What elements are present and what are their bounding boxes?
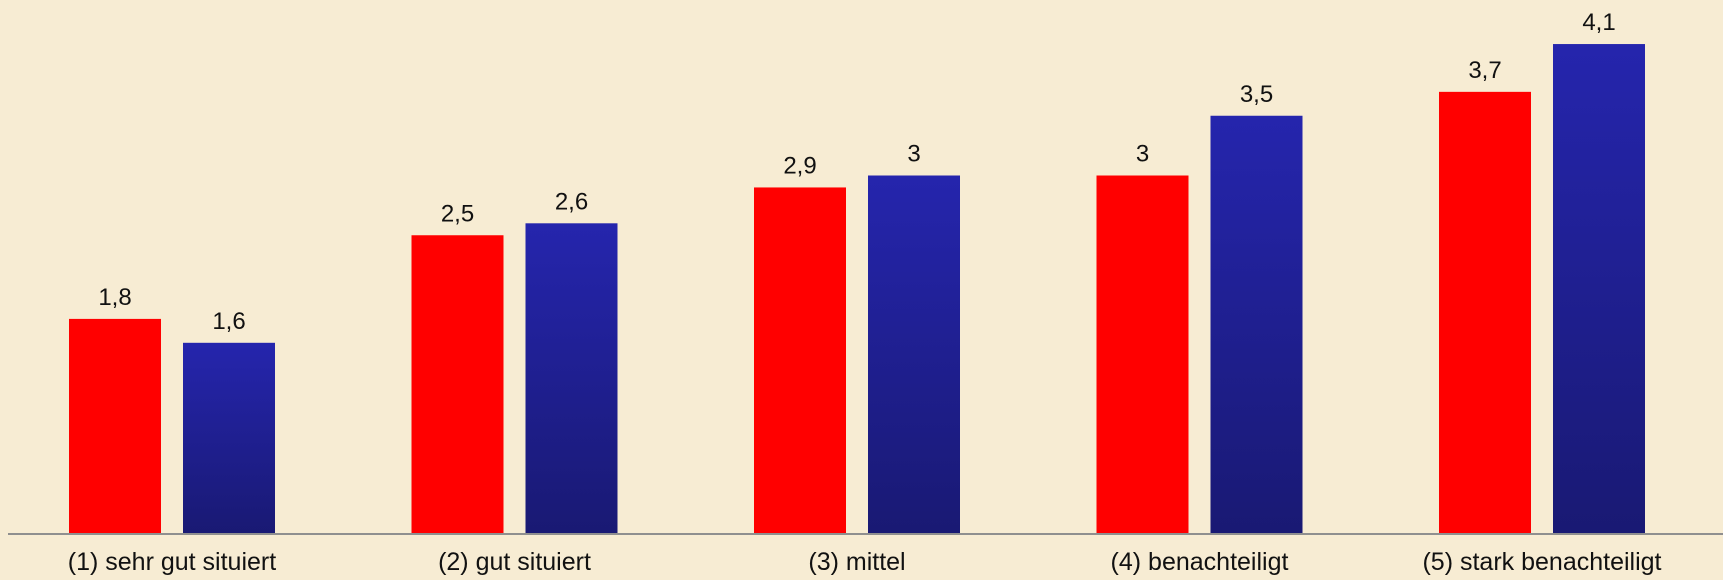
data-label-series2-3: 3 <box>907 141 920 168</box>
data-label-series1-2: 2,5 <box>441 200 474 227</box>
category-label-1: (1) sehr gut situiert <box>68 548 276 576</box>
bar-series1-5 <box>1439 91 1531 534</box>
bar-series1-4 <box>1096 175 1189 534</box>
data-label-series1-1: 1,8 <box>98 284 131 311</box>
data-label-series1-4: 3 <box>1136 141 1149 168</box>
bar-series2-3 <box>868 175 960 534</box>
data-label-series1-5: 3,7 <box>1468 57 1501 84</box>
bar-series1-2 <box>411 235 504 534</box>
data-label-series1-3: 2,9 <box>783 152 816 179</box>
data-label-series2-5: 4,1 <box>1582 9 1615 36</box>
bar-series2-5 <box>1553 44 1645 535</box>
bar-series2-2 <box>525 223 618 535</box>
category-label-3: (3) mittel <box>808 548 905 576</box>
bar-series2-4 <box>1210 115 1303 534</box>
data-label-series2-2: 2,6 <box>555 188 588 215</box>
data-label-series2-4: 3,5 <box>1240 81 1273 108</box>
bar-series1-1 <box>69 318 161 534</box>
category-label-5: (5) stark benachteiligt <box>1422 548 1661 576</box>
bar-series1-3 <box>754 187 846 534</box>
data-label-series2-1: 1,6 <box>212 308 245 335</box>
category-label-2: (2) gut situiert <box>438 548 591 576</box>
bar-series2-1 <box>183 342 275 534</box>
category-label-4: (4) benachteiligt <box>1111 548 1289 576</box>
